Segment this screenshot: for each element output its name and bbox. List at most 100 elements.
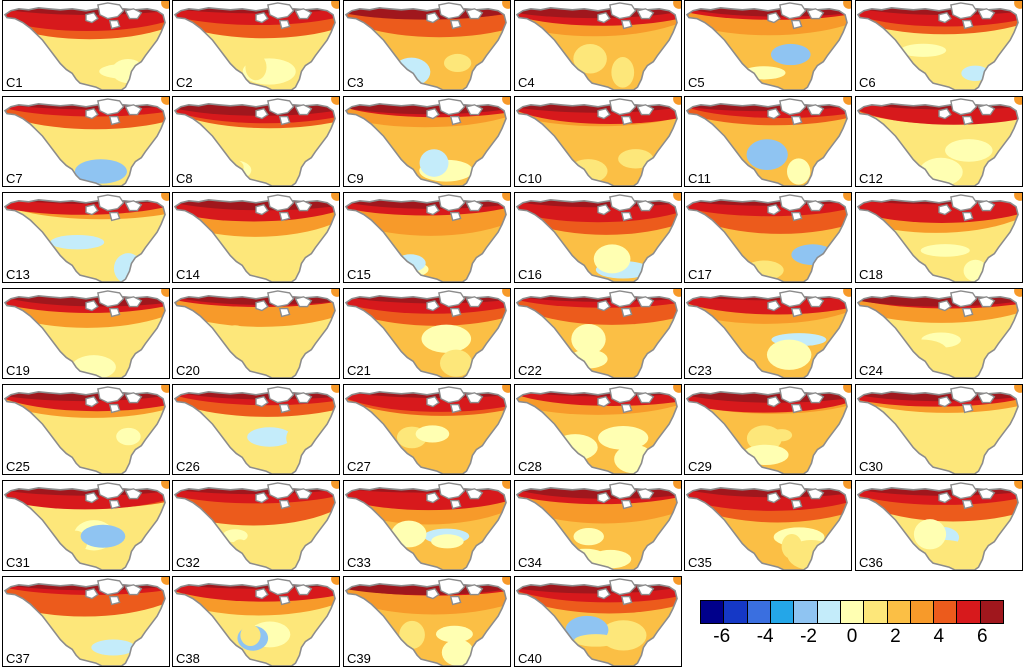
arctic-island: [255, 203, 269, 216]
warming-contour: [770, 43, 811, 66]
arctic-island: [294, 296, 313, 308]
panel-label: C38: [176, 651, 200, 666]
warming-contour: [611, 57, 635, 88]
warming-contour: [4, 7, 166, 32]
map-panel-c25: C25: [2, 384, 170, 475]
arctic-island: [438, 482, 466, 500]
arctic-island: [977, 392, 996, 404]
warming-contour: [593, 244, 631, 274]
warming-contour: [50, 234, 105, 250]
arctic-island: [620, 595, 633, 606]
coastline: [685, 199, 848, 282]
map-svg: [3, 1, 169, 90]
arctic-island: [97, 290, 125, 308]
panel-label: C33: [347, 555, 371, 570]
warming-contour: [913, 519, 947, 550]
arctic-island: [790, 499, 803, 510]
arctic-island: [767, 491, 781, 504]
arctic-island: [977, 200, 996, 212]
map-panel-c24: C24: [855, 288, 1023, 379]
arctic-island: [636, 488, 655, 500]
arctic-island: [977, 8, 996, 20]
arctic-island: [85, 203, 99, 216]
panel-label: C30: [859, 459, 883, 474]
arctic-island: [267, 482, 295, 500]
corner-patch: [673, 193, 681, 201]
colorbar-swatch: [980, 601, 1004, 623]
warming-contour: [766, 339, 812, 370]
warming-contour: [439, 349, 473, 377]
map-panel-c32: C32: [172, 480, 340, 571]
arctic-island: [278, 19, 291, 30]
arctic-island: [294, 584, 313, 596]
arctic-island: [449, 403, 462, 414]
warming-contour: [945, 139, 993, 162]
warming-contour: [441, 639, 474, 666]
coastline: [685, 391, 848, 474]
arctic-island: [790, 307, 803, 318]
colorbar-swatch: [817, 601, 841, 623]
coastline: [856, 487, 1019, 570]
coastline: [3, 391, 166, 474]
coastline: [856, 295, 1019, 378]
warming-contour: [74, 159, 127, 184]
coastline: [3, 583, 166, 666]
corner-patch: [843, 385, 851, 393]
map-panel-c5: C5: [684, 0, 852, 91]
arctic-island: [597, 299, 611, 312]
arctic-island: [767, 395, 781, 408]
arctic-island: [294, 488, 313, 500]
warming-contour: [900, 43, 947, 57]
corner-patch: [1014, 97, 1022, 105]
arctic-island: [267, 386, 295, 404]
warming-contour: [516, 199, 678, 223]
warming-contour: [116, 427, 141, 446]
coastline: [344, 199, 507, 282]
map-panel-c3: C3: [343, 0, 511, 91]
arctic-island: [267, 578, 295, 596]
warming-contour: [174, 103, 336, 116]
map-svg: [856, 97, 1022, 186]
panel-label: C24: [859, 363, 883, 378]
arctic-island: [85, 11, 99, 24]
arctic-island: [609, 194, 637, 212]
coastline: [173, 7, 336, 90]
arctic-island: [124, 392, 143, 404]
coastline: [344, 583, 507, 666]
coastline: [3, 487, 166, 570]
warming-contour: [857, 7, 1019, 27]
coastline: [685, 103, 848, 186]
corner-patch: [843, 97, 851, 105]
arctic-island: [108, 595, 121, 606]
arctic-island: [255, 299, 269, 312]
corner-patch: [502, 577, 510, 585]
arctic-island: [938, 395, 952, 408]
map-panel-c12: C12: [855, 96, 1023, 187]
arctic-island: [779, 98, 807, 116]
corner-patch: [331, 385, 339, 393]
panel-label: C32: [176, 555, 200, 570]
colorbar-tick-label: 4: [933, 626, 945, 647]
arctic-island: [977, 104, 996, 116]
warming-contour: [345, 7, 507, 38]
map-panel-c28: C28: [514, 384, 682, 475]
corner-patch: [161, 577, 169, 585]
map-panel-c6: C6: [855, 0, 1023, 91]
warming-contour: [573, 44, 607, 74]
map-svg: [515, 1, 681, 90]
coastline: [344, 103, 507, 186]
arctic-island: [438, 290, 466, 308]
arctic-island: [609, 578, 637, 596]
coastline: [173, 583, 336, 666]
map-panel-c2: C2: [172, 0, 340, 91]
warming-contour: [571, 323, 606, 355]
arctic-island: [938, 107, 952, 120]
panel-label: C14: [176, 267, 200, 282]
map-svg: [3, 481, 169, 570]
arctic-island: [124, 200, 143, 212]
warming-contour: [229, 539, 251, 568]
arctic-island: [108, 499, 121, 510]
arctic-island: [779, 194, 807, 212]
panel-label: C40: [518, 651, 542, 666]
warming-contour: [174, 295, 336, 327]
